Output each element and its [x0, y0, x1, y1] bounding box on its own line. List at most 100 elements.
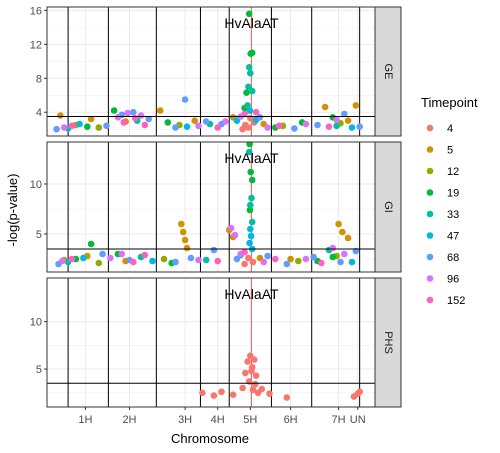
point-t4 [283, 394, 291, 401]
point-t68 [337, 258, 344, 266]
point-t5 [181, 236, 189, 244]
point-t152 [214, 124, 221, 131]
point-t4 [229, 391, 237, 399]
panel-background [47, 7, 375, 136]
point-t152 [130, 258, 137, 266]
y-tick-label: 10 [30, 179, 42, 191]
point-t4 [239, 125, 246, 133]
point-t68 [264, 252, 271, 260]
point-t68 [210, 246, 218, 254]
gene-annotation: HvAlaAT [224, 286, 279, 302]
point-t4 [252, 372, 260, 380]
point-t33 [202, 256, 210, 264]
point-t96 [264, 124, 271, 131]
legend-item: 5 [426, 145, 453, 157]
point-t152 [318, 259, 325, 267]
point-t68 [283, 260, 291, 268]
point-t4 [252, 380, 259, 388]
point-t47 [348, 124, 356, 131]
point-t12 [295, 257, 302, 265]
point-t5 [191, 117, 198, 124]
point-t19 [246, 206, 254, 214]
legend-label: 4 [447, 123, 453, 135]
point-t47 [348, 258, 356, 266]
point-t68 [99, 250, 106, 258]
point-t152 [214, 257, 221, 265]
point-t96 [341, 250, 348, 258]
point-t96 [195, 122, 202, 130]
point-t12 [95, 124, 103, 131]
point-t96 [118, 250, 126, 258]
gene-annotation: HvAlaAT [224, 15, 279, 31]
point-t47 [233, 117, 241, 124]
point-t96 [124, 109, 131, 117]
legend-key [426, 146, 434, 153]
facet-panels: HvAlaAT GE 4 8 12 16 HvAlaAT GI 5 10 HvAlaAT PHS 5 10… [30, 5, 402, 426]
point-t152 [141, 251, 149, 259]
point-t19 [246, 142, 253, 148]
legend-key [426, 167, 434, 175]
point-t5 [287, 255, 294, 263]
y-tick-label: 10 [30, 317, 42, 329]
point-t47 [80, 254, 87, 262]
legend-label: 68 [447, 252, 459, 264]
point-t5 [179, 228, 187, 236]
point-t96 [107, 254, 114, 262]
legend-label: 47 [447, 231, 459, 243]
point-t4 [239, 384, 246, 392]
legend-label: 19 [447, 188, 459, 200]
point-t68 [53, 125, 60, 133]
point-t96 [302, 255, 310, 263]
point-t5 [156, 107, 164, 114]
point-t4 [248, 363, 256, 371]
point-t5 [352, 102, 360, 109]
point-t12 [160, 255, 168, 263]
point-t33 [248, 218, 256, 226]
panel-background [47, 142, 375, 272]
point-t5 [339, 228, 346, 236]
x-tick-label: 1H [78, 414, 92, 426]
point-t12 [95, 259, 103, 267]
point-t152 [272, 255, 279, 263]
point-t4 [356, 388, 364, 396]
point-t152 [275, 122, 283, 130]
point-t19 [245, 10, 253, 18]
point-t19 [247, 50, 254, 57]
legend: Timepoint 4 5 12 19 33 47 68 96 152 [421, 95, 478, 307]
point-t96 [137, 112, 145, 119]
point-t5 [183, 244, 191, 252]
point-t152 [141, 121, 149, 129]
point-t96 [195, 256, 202, 264]
y-tick-label: 4 [36, 107, 42, 119]
legend-item: 96 [426, 274, 459, 286]
point-t68 [341, 110, 348, 118]
point-t4 [199, 389, 206, 397]
point-t68 [233, 255, 241, 263]
facet-strip [374, 277, 402, 408]
point-t152 [120, 119, 127, 126]
y-tick-label: 12 [30, 39, 42, 51]
legend-title: Timepoint [421, 95, 478, 110]
legend-label: 5 [447, 145, 453, 157]
point-t68 [103, 122, 110, 130]
point-t68 [187, 254, 195, 262]
legend-label: 33 [447, 209, 459, 221]
point-t96 [260, 258, 268, 266]
point-t33 [333, 122, 340, 130]
point-t19 [164, 119, 172, 126]
point-t152 [325, 123, 333, 130]
legend-key [426, 232, 434, 239]
point-t47 [76, 120, 83, 128]
point-t33 [245, 83, 252, 91]
point-t4 [242, 369, 249, 377]
legend-key [426, 189, 434, 196]
point-t5 [178, 220, 185, 228]
point-t152 [131, 114, 139, 122]
point-t47 [246, 239, 253, 247]
point-t68 [256, 114, 264, 121]
legend-key [426, 210, 434, 218]
point-t19 [84, 123, 91, 130]
legend-item: 33 [426, 209, 459, 221]
point-t19 [247, 168, 254, 176]
